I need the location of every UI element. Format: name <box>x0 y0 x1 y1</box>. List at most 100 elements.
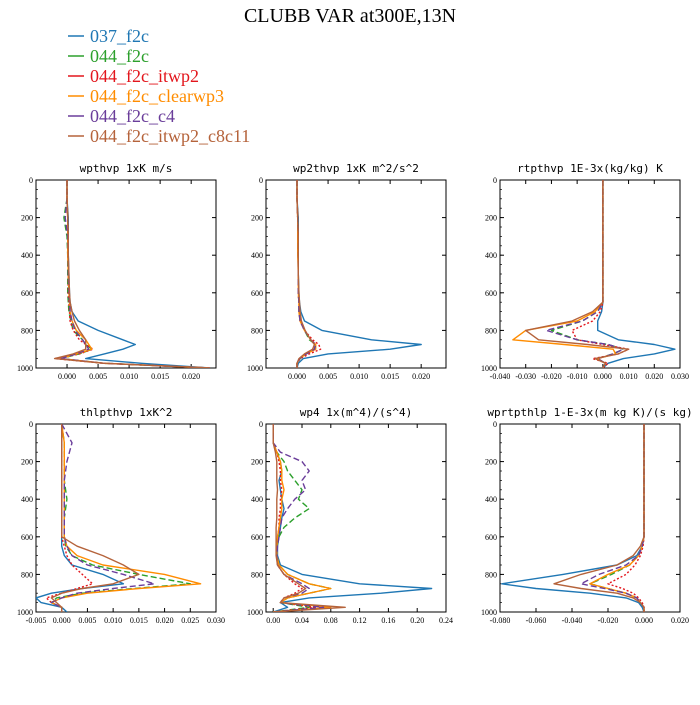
series-line-037-f2c <box>501 424 645 612</box>
chart-panel: wp2thvp 1xK m^2/s^2 0 200 400 600 800 1000 0.00… <box>247 162 447 381</box>
y-tick-label: 600 <box>21 533 33 542</box>
panel-title: wprtpthlp 1-E-3x(m kg K)/(s kg) <box>487 406 692 419</box>
figure-title: CLUBB VAR at300E,13N <box>244 5 456 27</box>
x-tick-label: 0.24 <box>439 616 453 625</box>
y-tick-label: 0 <box>259 420 263 429</box>
y-tick-label: 400 <box>21 495 33 504</box>
x-tick-label: 0.08 <box>324 616 338 625</box>
legend-label: 044_f2c_clearwp3 <box>90 86 224 106</box>
y-tick-label: 1000 <box>247 364 263 373</box>
series-line-044-f2c-c4 <box>580 424 645 612</box>
series-line-037-f2c <box>66 180 210 368</box>
legend-label: 044_f2c_itwp2 <box>90 66 199 86</box>
plot-frame <box>499 179 681 369</box>
x-tick-label: 0.010 <box>620 372 638 381</box>
legend-label: 044_f2c_c4 <box>90 106 175 126</box>
x-tick-label: 0.010 <box>120 372 138 381</box>
y-tick-label: 0 <box>29 420 33 429</box>
y-tick-label: 800 <box>21 326 33 335</box>
series-group <box>501 424 645 612</box>
series-group <box>512 180 676 368</box>
x-tick-label: 0.005 <box>78 616 96 625</box>
x-tick-label: 0.12 <box>353 616 367 625</box>
x-tick-label: 0.025 <box>181 616 199 625</box>
panel-title: wp2thvp 1xK m^2/s^2 <box>293 162 419 175</box>
x-tick-label: 0.030 <box>671 372 689 381</box>
x-tick-label: 0.20 <box>410 616 424 625</box>
x-tick-label: 0.000 <box>53 616 71 625</box>
x-tick-label: 0.000 <box>635 616 653 625</box>
panel-title: wpthvp 1xK m/s <box>80 162 173 175</box>
chart-panel: rtpthvp 1E-3x(kg/kg) K02004006008001000-… <box>481 162 689 381</box>
series-line-044-f2c-clearwp3 <box>50 424 202 612</box>
panel-title: thlpthvp 1xK^2 <box>80 406 173 419</box>
y-tick-label: 1000 <box>17 364 33 373</box>
y-tick-label: 0 <box>29 176 33 185</box>
y-tick-label: 1000 <box>247 608 263 617</box>
y-tick-label: 400 <box>485 251 497 260</box>
x-tick-label: 0.020 <box>645 372 663 381</box>
series-line-044-f2c-clearwp3 <box>512 180 617 368</box>
x-tick-label: 0.020 <box>156 616 174 625</box>
y-tick-label: 600 <box>485 289 497 298</box>
x-tick-label: 0.00 <box>266 616 280 625</box>
y-tick-label: 600 <box>251 533 263 542</box>
y-tick-label: 0 <box>259 176 263 185</box>
x-tick-label: -0.040 <box>562 616 583 625</box>
legend-label: 037_f2c <box>90 26 149 46</box>
x-tick-label: -0.010 <box>567 372 588 381</box>
legend: 037_f2c044_f2c044_f2c_itwp2044_f2c_clear… <box>68 26 250 146</box>
x-tick-label: 0.020 <box>182 372 200 381</box>
chart-panel: thlpthvp 1xK^2 0 200 400 600 800 1000-0.005 0.0… <box>17 406 225 625</box>
x-tick-label: 0.010 <box>104 616 122 625</box>
y-tick-label: 200 <box>485 458 497 467</box>
x-tick-label: 0.005 <box>89 372 107 381</box>
y-tick-label: 400 <box>251 251 263 260</box>
series-line-044-f2c-clearwp3 <box>589 424 645 612</box>
chart-panel: wprtpthlp 1-E-3x(m kg K)/(s kg)0 200 400 60… <box>481 406 693 625</box>
series-line-044-f2c-itwp2-c8c11 <box>272 424 346 612</box>
x-tick-label: -0.040 <box>490 372 511 381</box>
series-group <box>272 424 433 612</box>
y-tick-label: 800 <box>485 570 497 579</box>
series-line-044-f2c <box>50 424 192 612</box>
x-tick-label: 0.020 <box>671 616 689 625</box>
series-line-044-f2c-clearwp3 <box>272 424 332 612</box>
x-tick-label: 0.000 <box>288 372 306 381</box>
series-line-044-f2c-itwp2 <box>272 424 318 612</box>
series-group <box>36 424 202 612</box>
x-tick-label: -0.005 <box>26 616 47 625</box>
series-line-044-f2c-itwp2 <box>296 180 322 368</box>
y-tick-label: 800 <box>485 326 497 335</box>
series-line-044-f2c-c4 <box>545 180 625 368</box>
series-line-037-f2c <box>296 180 422 368</box>
legend-label: 044_f2c_itwp2_c8c11 <box>90 126 250 146</box>
series-line-044-f2c <box>589 424 645 612</box>
y-tick-label: 800 <box>251 326 263 335</box>
y-tick-label: 0 <box>493 420 497 429</box>
x-tick-label: 0.005 <box>319 372 337 381</box>
series-line-044-f2c <box>550 180 625 368</box>
plot-frame <box>35 179 217 369</box>
x-tick-label: -0.030 <box>515 372 536 381</box>
y-tick-label: 600 <box>251 289 263 298</box>
y-tick-label: 200 <box>251 214 263 223</box>
x-tick-label: 0.015 <box>151 372 169 381</box>
x-tick-label: 0.000 <box>594 372 612 381</box>
plot-frame <box>265 179 447 369</box>
series-line-044-f2c-c4 <box>272 424 325 612</box>
series-line-044-f2c-c4 <box>296 180 317 368</box>
y-tick-label: 400 <box>485 495 497 504</box>
x-tick-label: 0.020 <box>412 372 430 381</box>
x-tick-label: -0.060 <box>526 616 547 625</box>
panel-title: rtpthvp 1E-3x(kg/kg) K <box>517 162 663 175</box>
x-tick-label: -0.080 <box>490 616 511 625</box>
series-line-044-f2c-itwp2 <box>607 424 645 612</box>
y-tick-label: 200 <box>21 458 33 467</box>
y-tick-label: 800 <box>251 570 263 579</box>
y-tick-label: 400 <box>251 495 263 504</box>
